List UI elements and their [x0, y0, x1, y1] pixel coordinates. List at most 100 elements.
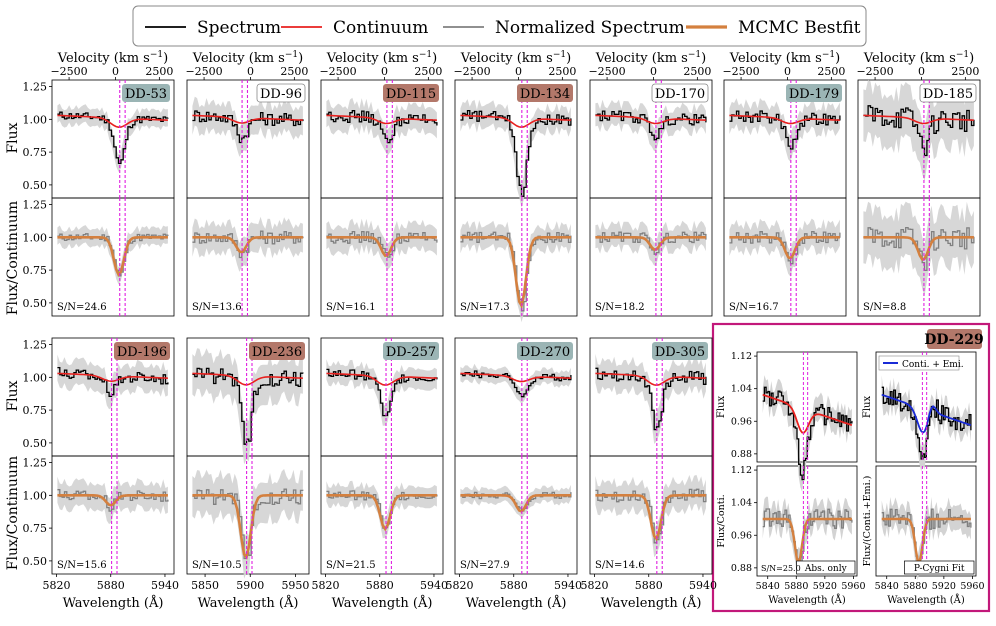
velocity-axis-title-exponent: −1 [419, 50, 432, 60]
panel-tag-label: DD-170 [655, 87, 705, 102]
velocity-tick-label: 2500 [414, 65, 442, 78]
y-title-norm-row1: Flux/Continuum [5, 201, 21, 315]
inset-frame [711, 322, 991, 613]
normalized-line [460, 491, 572, 512]
spectrum-line [192, 367, 304, 445]
spectrum-error-band [326, 359, 437, 426]
velocity-tick-label: −2500 [588, 65, 625, 78]
velocity-tick-label: −2500 [722, 65, 759, 78]
velocity-tick-label: 0 [247, 65, 254, 78]
y-tick-label: 0.75 [23, 404, 48, 417]
y-tick-label: 0.88 [731, 449, 752, 460]
panel-tag-label: DD-96 [260, 87, 302, 102]
y-title-flux-row2: Flux [5, 380, 21, 411]
panel-tag [517, 84, 573, 102]
velocity-tick-label: −2500 [453, 65, 490, 78]
bestfit-line [729, 236, 840, 261]
velocity-tick-label: 0 [112, 65, 119, 78]
spectrum-line [863, 105, 975, 157]
spectrum-line [192, 110, 304, 144]
x-tick-label: 5950 [281, 579, 309, 592]
x-tick-label: 5920 [932, 581, 956, 592]
spectrum-error-band [57, 354, 168, 410]
y-tick-label: 0.50 [23, 555, 48, 568]
normalized-line [863, 226, 975, 272]
velocity-axis-title: Velocity (km s−1) [192, 50, 303, 66]
panel-tag [652, 342, 708, 360]
snr-label: S/N=16.7 [729, 302, 779, 313]
panel-tag [786, 84, 842, 102]
panel-tag [122, 84, 170, 102]
spectrum-line [57, 111, 169, 165]
velocity-tick-label: −2500 [856, 65, 893, 78]
velocity-axis-title-close: ) [566, 51, 571, 66]
spectrum-line [595, 110, 707, 141]
snr-label: S/N=18.2 [595, 302, 645, 313]
continuum-line [326, 114, 437, 125]
inset-frame-flux [875, 351, 977, 463]
continuum-line [595, 114, 706, 125]
velocity-axis-title: Velocity (km s−1) [460, 50, 571, 66]
x-tick-label: 5880 [500, 579, 528, 592]
bestfit-line [460, 236, 571, 309]
y-tick-label: 1.12 [731, 351, 752, 362]
velocity-axis-title-exponent: −1 [688, 50, 701, 60]
spectrum-error-band [863, 79, 974, 182]
y-tick-label: 0.75 [23, 522, 48, 535]
normalized-line [460, 231, 572, 312]
velocity-axis-title: Velocity (km s−1) [326, 50, 437, 66]
x-tick-label: 5940 [151, 579, 179, 592]
bestfit-line [326, 236, 437, 258]
y-tick-label: 0.75 [23, 264, 48, 277]
y-tick-label: 0.50 [23, 297, 48, 310]
spectrum-error-band [192, 348, 303, 465]
panel-frame-norm [320, 455, 444, 575]
panel-frame-norm [723, 197, 847, 317]
spectrum-error-band [595, 353, 706, 444]
y-tick-label: 1.12 [731, 465, 752, 476]
x-axis-title: Wavelength (Å) [601, 595, 702, 611]
legend-frame [132, 5, 867, 47]
x-tick-label: 5960 [841, 581, 865, 592]
x-tick-label: 5840 [875, 581, 899, 592]
continuum-line [460, 372, 571, 383]
panel-frame-norm [454, 455, 578, 575]
velocity-tick-label: 2500 [951, 65, 979, 78]
y-tick-label: 1.25 [23, 339, 48, 352]
x-tick-label: 5820 [312, 579, 340, 592]
panel-frame-norm [51, 197, 175, 317]
spectrum-error-band [57, 103, 168, 172]
panel-frame-norm [51, 455, 175, 575]
x-tick-label: 5880 [366, 579, 394, 592]
velocity-axis-title-exponent: −1 [150, 50, 163, 60]
velocity-tick-label: 2500 [548, 65, 576, 78]
velocity-axis-title-exponent: −1 [553, 50, 566, 60]
spectrum-error-band [881, 375, 971, 472]
continuum-line [192, 372, 303, 386]
panel-frame-norm [857, 197, 981, 317]
inset-x-title: Wavelength (Å) [887, 594, 965, 606]
inset-title: DD-229 [924, 332, 984, 348]
x-tick-label: 5840 [756, 581, 780, 592]
y-title-flux-row1: Flux [5, 122, 21, 153]
y-tick-label: 0.50 [23, 179, 48, 192]
y-tick-label: 0.75 [23, 146, 48, 159]
legend-label-spectrum: Spectrum [197, 18, 281, 38]
legend-label-normalized: Normalized Spectrum [495, 18, 685, 38]
velocity-axis-title-exponent: −1 [956, 50, 969, 60]
plot-area: DD-53 S/N=24.6 1.25 1.00 0.75 0.50 1.25 1.00 0.7… [23, 50, 985, 611]
x-tick-label: 5880 [903, 581, 927, 592]
panel-tag-label: DD-236 [252, 345, 302, 360]
snr-label: S/N=25.0 [761, 564, 801, 573]
panel-tag-label: DD-185 [923, 87, 973, 102]
panel-tag [383, 342, 439, 360]
x-axis-title: Wavelength (Å) [198, 595, 299, 611]
velocity-tick-label: 0 [918, 65, 925, 78]
x-tick-label: 5900 [236, 579, 264, 592]
inset-y-title-norm: Flux/Conti. [716, 494, 727, 547]
inset-method-label: P-Cygni Fit [914, 564, 965, 574]
velocity-axis-title: Velocity (km s−1) [57, 50, 168, 66]
